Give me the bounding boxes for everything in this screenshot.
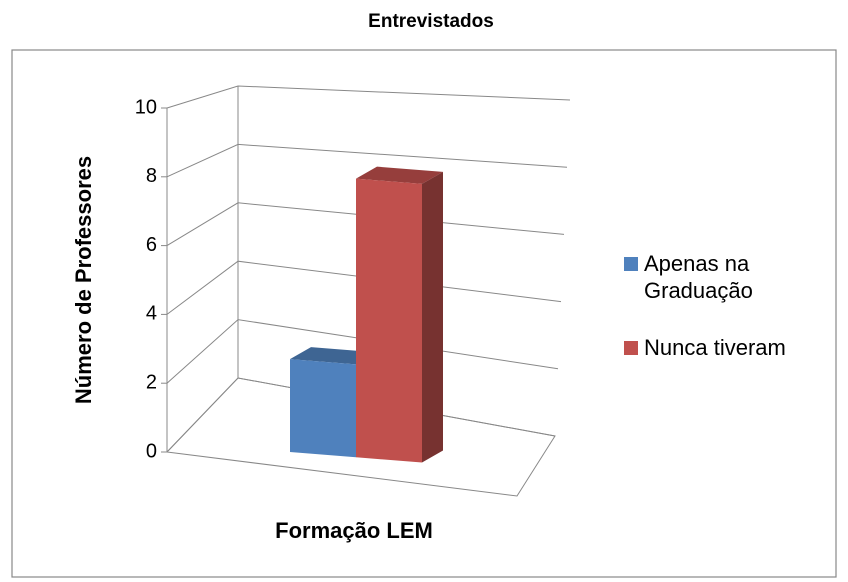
legend-swatch xyxy=(624,257,638,271)
bar-top xyxy=(290,347,377,365)
y-tick-label: 2 xyxy=(146,371,157,393)
bar xyxy=(290,359,356,458)
legend-swatch xyxy=(624,341,638,355)
bar-side xyxy=(422,171,443,463)
y-tick-label: 4 xyxy=(146,303,157,325)
y-tick-label: 10 xyxy=(135,96,157,118)
y-axis-label: Número de Professores xyxy=(71,156,96,404)
x-axis-label: Formação LEM xyxy=(275,518,433,543)
legend-label: Nunca tiveram xyxy=(644,335,786,360)
chart-title: Entrevistados xyxy=(368,11,494,32)
legend-entry: Apenas na Graduação xyxy=(644,251,753,303)
legend-entry: Nunca tiveram xyxy=(644,335,786,360)
bar xyxy=(356,178,422,463)
legend-label: Apenas na Graduação xyxy=(644,251,753,303)
y-tick-label: 0 xyxy=(146,440,157,462)
bar-top xyxy=(356,166,443,184)
y-tick-label: 8 xyxy=(146,165,157,187)
y-tick-label: 6 xyxy=(146,234,157,256)
